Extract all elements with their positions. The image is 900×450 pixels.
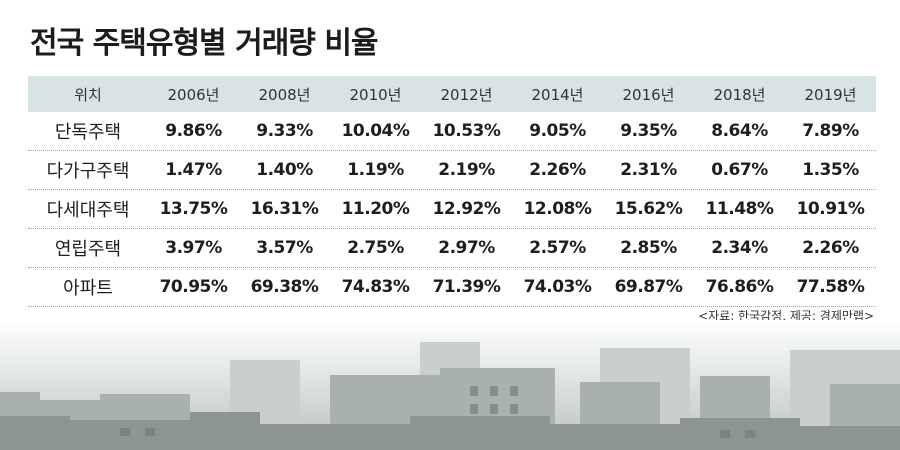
column-header: 2016년 xyxy=(622,85,675,104)
column-header: 2006년 xyxy=(167,85,220,104)
column-header: 2014년 xyxy=(531,85,584,104)
table-cell: 0.67% xyxy=(711,160,768,180)
table-cell: 13.75% xyxy=(159,199,228,219)
row-label: 다세대주택 xyxy=(46,200,130,221)
table-cell: 1.47% xyxy=(165,160,222,180)
row-label: 단독주택 xyxy=(54,122,122,143)
table-cell: 7.89% xyxy=(802,121,859,141)
table-cell: 9.33% xyxy=(256,121,313,141)
table-cell: 3.57% xyxy=(256,238,313,258)
table-row: 아파트 70.95% 69.38% 74.83% 71.39% 74.03% 69.87% 7… xyxy=(28,268,876,307)
data-table: 위치 2006년 2008년 2010년 2012년 2014년 2016년 2… xyxy=(28,76,876,307)
table-cell: 2.31% xyxy=(620,160,677,180)
table-cell: 70.95% xyxy=(159,277,228,297)
city-skyline-photo xyxy=(0,320,900,450)
table-cell: 11.48% xyxy=(705,199,774,219)
column-header: 위치 xyxy=(74,85,102,104)
table-cell: 2.97% xyxy=(438,238,495,258)
table-cell: 2.19% xyxy=(438,160,495,180)
table-cell: 10.91% xyxy=(796,199,865,219)
table-cell: 15.62% xyxy=(614,199,683,219)
column-header: 2010년 xyxy=(349,85,402,104)
table-row: 다세대주택 13.75% 16.31% 11.20% 12.92% 12.08% 15.62… xyxy=(28,190,876,229)
table-cell: 2.57% xyxy=(529,238,586,258)
table-row: 연립주택 3.97% 3.57% 2.75% 2.97% 2.57% 2.85% 2.34% 2… xyxy=(28,229,876,268)
row-label: 다가구주택 xyxy=(46,161,130,182)
table-row: 단독주택 9.86% 9.33% 10.04% 10.53% 9.05% 9.35% 8.64… xyxy=(28,112,876,151)
row-label: 아파트 xyxy=(63,278,113,299)
table-body: 단독주택 9.86% 9.33% 10.04% 10.53% 9.05% 9.35% 8.64… xyxy=(28,112,876,307)
table-cell: 11.20% xyxy=(341,199,410,219)
table-cell: 10.04% xyxy=(341,121,410,141)
table-cell: 2.26% xyxy=(802,238,859,258)
table-cell: 2.85% xyxy=(620,238,677,258)
table-cell: 74.03% xyxy=(523,277,592,297)
table-cell: 1.35% xyxy=(802,160,859,180)
table-cell: 10.53% xyxy=(432,121,501,141)
table-cell: 2.26% xyxy=(529,160,586,180)
table-cell: 9.86% xyxy=(165,121,222,141)
column-header: 2012년 xyxy=(440,85,493,104)
row-label: 연립주택 xyxy=(54,239,122,260)
table-cell: 9.35% xyxy=(620,121,677,141)
table-cell: 2.34% xyxy=(711,238,768,258)
table-cell: 1.40% xyxy=(256,160,313,180)
table-cell: 69.87% xyxy=(614,277,683,297)
table-cell: 77.58% xyxy=(796,277,865,297)
column-header: 2019년 xyxy=(804,85,857,104)
source-note: <자료: 한국감정, 제공: 경제만랩> xyxy=(698,309,874,323)
table-cell: 12.92% xyxy=(432,199,501,219)
table-cell: 2.75% xyxy=(347,238,404,258)
table-header-row: 위치 2006년 2008년 2010년 2012년 2014년 2016년 2… xyxy=(28,76,876,112)
table-cell: 8.64% xyxy=(711,121,768,141)
table-cell: 3.97% xyxy=(165,238,222,258)
table-cell: 12.08% xyxy=(523,199,592,219)
table-cell: 71.39% xyxy=(432,277,501,297)
table-cell: 74.83% xyxy=(341,277,410,297)
table-cell: 76.86% xyxy=(705,277,774,297)
table-row: 다가구주택 1.47% 1.40% 1.19% 2.19% 2.26% 2.31% 0.67%… xyxy=(28,151,876,190)
table-cell: 16.31% xyxy=(250,199,319,219)
table-cell: 69.38% xyxy=(250,277,319,297)
table-cell: 1.19% xyxy=(347,160,404,180)
column-header: 2018년 xyxy=(713,85,766,104)
chart-title: 전국 주택유형별 거래량 비율 xyxy=(30,26,379,61)
table-cell: 9.05% xyxy=(529,121,586,141)
column-header: 2008년 xyxy=(258,85,311,104)
